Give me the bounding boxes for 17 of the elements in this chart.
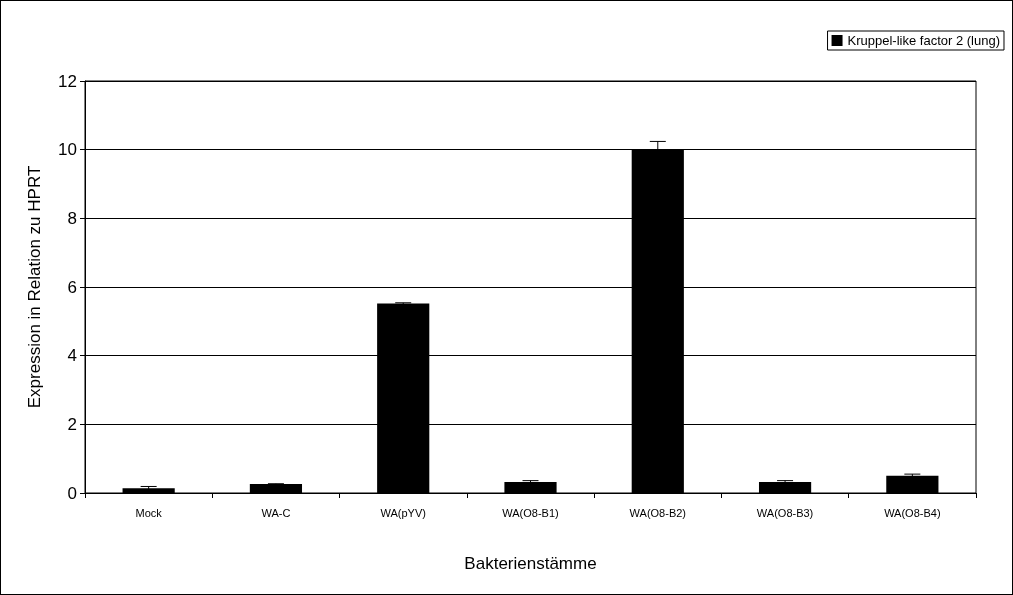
y-tick-label: 0 <box>67 483 77 503</box>
x-tick-label: WA(O8-B2) <box>629 506 686 519</box>
x-tick-label: Mock <box>135 506 163 519</box>
y-tick-label: 4 <box>67 346 77 366</box>
y-axis-title: Expression in Relation zu HPRT <box>25 165 44 409</box>
x-tick-label: WA(O8-B1) <box>502 506 559 519</box>
legend-label: Kruppel-like factor 2 (lung) <box>847 33 1001 48</box>
x-tick-label: WA(O8-B3) <box>756 506 814 519</box>
x-tick-label: WA(O8-B4) <box>884 506 941 519</box>
x-axis-title: Bakterienstämme <box>464 554 597 573</box>
y-tick-label: 12 <box>58 71 77 91</box>
y-tick-label: 6 <box>67 277 77 297</box>
x-tick-label: WA(pYV) <box>380 506 426 519</box>
y-tick-label: 2 <box>67 414 77 434</box>
y-tick-label: 10 <box>58 140 77 160</box>
x-tick-label: WA-C <box>261 506 291 519</box>
y-tick-label: 8 <box>67 208 77 228</box>
